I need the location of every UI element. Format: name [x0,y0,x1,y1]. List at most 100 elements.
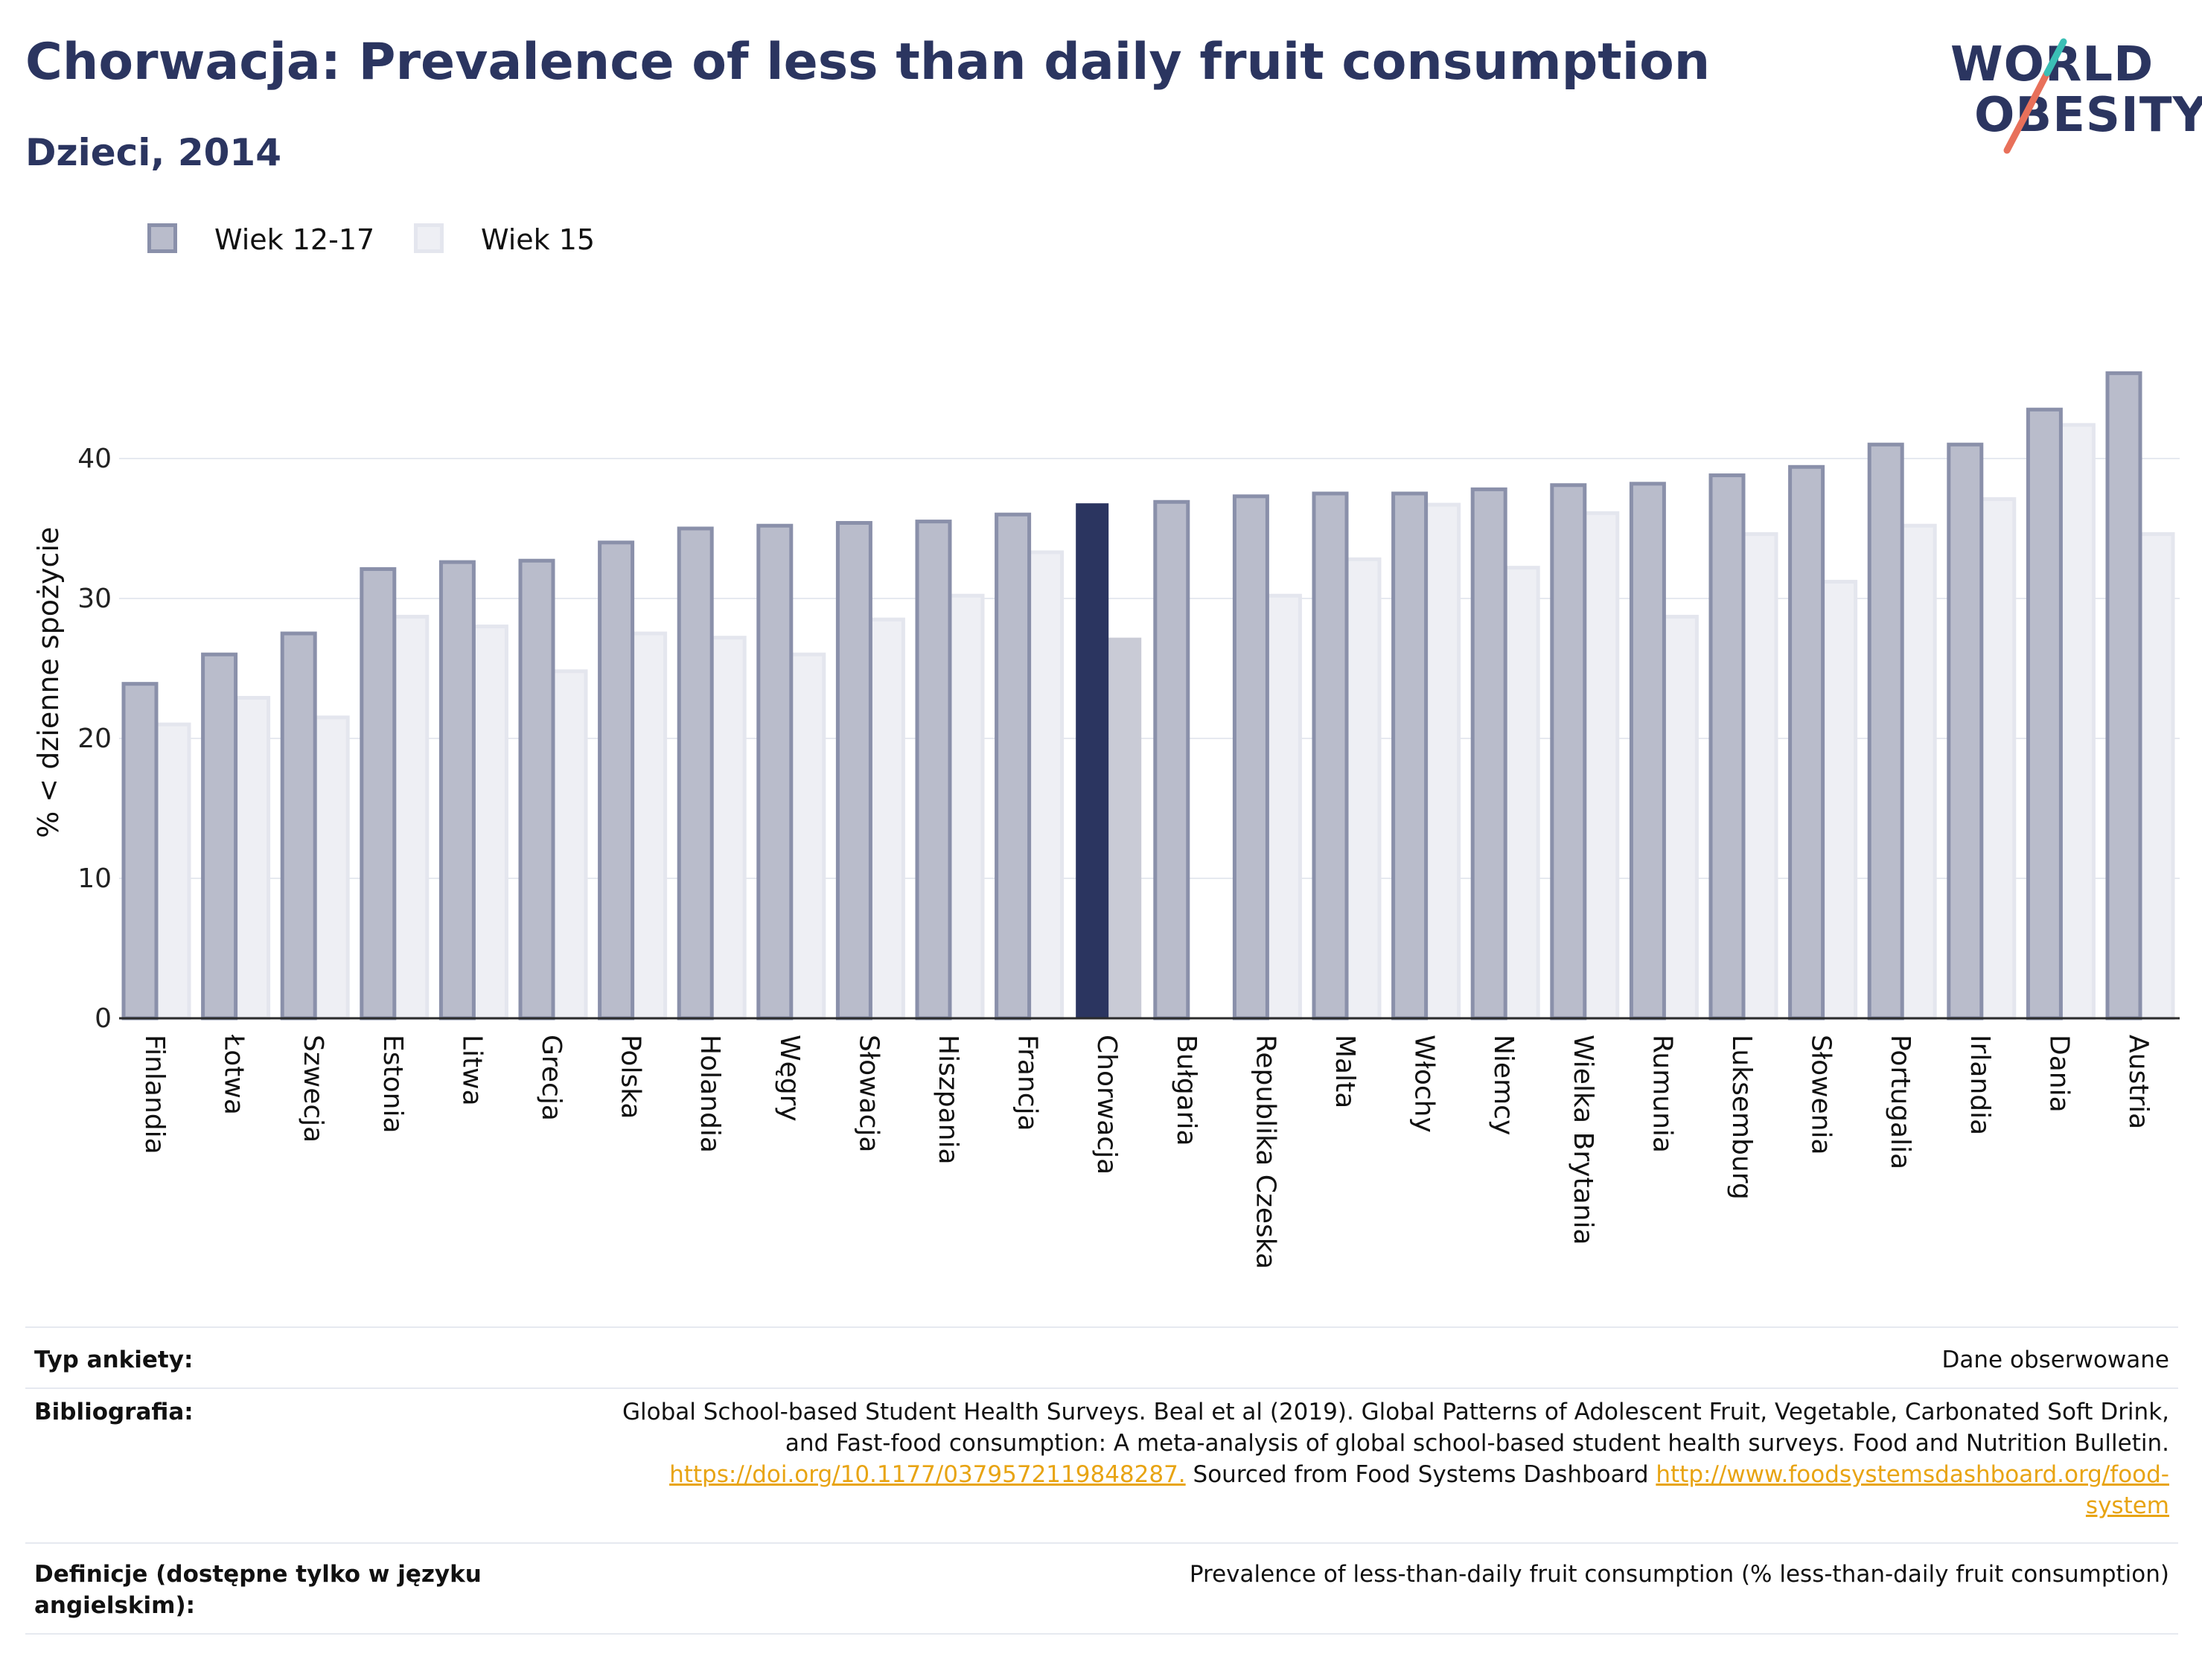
x-tick-label: Chorwacja [1091,1035,1122,1175]
info-row-definitions: Definicje (dostępne tylko w języku angie… [25,1542,2178,1635]
x-tick-label: Portugalia [1885,1035,1915,1169]
y-tick-label: 40 [77,444,112,474]
bar-chart: 0 10 20 30 40 % < dzienne spożycie Finlandia Ło… [32,371,2180,1269]
bar-wiek-12-17 [995,512,1032,1021]
bibliography-line: system [622,1490,2169,1521]
bar-wiek-12-17 [201,652,238,1021]
bar-wiek-12-17 [1232,494,1269,1021]
x-tick-label: Polska [616,1035,646,1119]
x-tick-label: Wielka Brytania [1568,1035,1598,1245]
bar-wiek-15 [1821,579,1858,1021]
info-value: Dane obserwowane [1941,1347,2169,1373]
world-obesity-logo: WORLD OBESITY [1935,22,2202,164]
bar-wiek-15 [551,669,588,1021]
x-tick-label: Słowenia [1806,1035,1836,1155]
x-tick-label: Włochy [1409,1035,1440,1133]
legend-swatch [414,223,444,253]
bar-wiek-15 [1424,502,1461,1021]
x-tick-label: Rumunia [1647,1035,1677,1153]
info-label: Typ ankiety: [34,1347,194,1373]
bar-wiek-15 [1741,532,1778,1021]
x-tick-label: Luksemburg [1726,1035,1757,1200]
bibliography-line: https://doi.org/10.1177/0379572119848287… [622,1459,2169,1490]
bar-wiek-12-17 [1470,487,1507,1021]
page-title: Chorwacja: Prevalence of less than daily… [25,33,1711,92]
info-label-line: angielskim): [34,1592,196,1619]
bar-wiek-12-17 [915,520,952,1021]
x-tick-label: Republika Czeska [1250,1035,1280,1269]
bibliography-line: Global School-based Student Health Surve… [622,1399,2169,1425]
info-label-line: Definicje (dostępne tylko w języku [34,1561,482,1588]
x-tick-label: Estonia [377,1035,408,1134]
info-value: Global School-based Student Health Surve… [622,1396,2169,1521]
bar-wiek-15 [1108,637,1142,1018]
info-table: Typ ankiety: Dane obserwowane Bibliograf… [25,1326,2178,1635]
legend-label: Wiek 12-17 [214,223,375,256]
y-axis-title: % < dzienne spożycie [32,527,65,838]
bar-wiek-15 [709,636,747,1021]
bar-wiek-12-17 [756,523,794,1021]
bar-wiek-12-17 [121,682,159,1021]
bar-wiek-12-17 [360,567,397,1021]
y-tick-label: 0 [95,1003,112,1034]
bar-wiek-15 [154,722,191,1021]
bar-wiek-12-17 [1153,499,1190,1021]
bar-wiek-12-17 [1076,503,1109,1018]
y-tick-label: 20 [77,724,112,754]
doi-link[interactable]: https://doi.org/10.1177/0379572119848287… [669,1461,1186,1488]
bar-wiek-12-17 [1867,442,1904,1021]
x-tick-label: Litwa [456,1035,487,1106]
bar-wiek-15 [1344,557,1382,1021]
bar-wiek-15 [948,593,985,1021]
bar-wiek-15 [631,631,668,1021]
bar-wiek-12-17 [518,558,555,1021]
bar-wiek-12-17 [1391,491,1429,1021]
x-tick-label: Finlandia [139,1035,170,1154]
bar-wiek-15 [868,617,905,1021]
y-tick-label: 10 [77,863,112,894]
bar-wiek-15 [1662,614,1699,1021]
bar-wiek-15 [471,625,508,1021]
bar-wiek-12-17 [1708,473,1746,1021]
legend-label: Wiek 15 [481,223,596,256]
x-tick-label: Irlandia [1965,1035,1995,1135]
x-tick-label: Austria [2123,1035,2154,1129]
bar-wiek-15 [1583,511,1620,1021]
x-tick-label: Łotwa [219,1034,249,1115]
bar-wiek-12-17 [280,631,317,1021]
x-tick-label: Hiszpania [933,1035,963,1165]
bar-wiek-12-17 [598,540,635,1021]
x-tick-label: Słowacja [853,1035,884,1152]
bar-wiek-15 [789,652,826,1021]
bar-wiek-12-17 [2026,407,2063,1021]
dashboard-link-continued[interactable]: system [2085,1492,2169,1519]
page-subtitle: Dzieci, 2014 [25,131,281,174]
x-tick-label: Szwecja [298,1035,328,1143]
bar-wiek-15 [2058,423,2096,1021]
bar-wiek-15 [1979,497,2017,1021]
y-tick-label: 30 [77,584,112,614]
info-label: Bibliografia: [34,1399,194,1425]
legend-swatch [147,223,177,253]
bibliography-line: and Fast-food consumption: A meta-analys… [785,1430,2169,1457]
bar-wiek-15 [392,614,430,1021]
bar-wiek-15 [1503,566,1540,1021]
info-row-survey-type: Typ ankiety: Dane obserwowane [25,1326,2178,1387]
x-tick-label: Dania [2043,1035,2074,1113]
bar-wiek-12-17 [1550,483,1587,1021]
bar-wiek-12-17 [1629,482,1666,1021]
bar-wiek-15 [313,715,350,1021]
bar-wiek-15 [2138,532,2175,1021]
info-row-bibliography: Bibliografia: Global School-based Studen… [25,1387,2178,1542]
x-tick-label: Holandia [695,1035,725,1153]
bar-wiek-12-17 [438,560,476,1021]
dashboard-link[interactable]: http://www.foodsystemsdashboard.org/food… [1656,1461,2169,1488]
bar-wiek-12-17 [1788,464,1825,1021]
bar-wiek-12-17 [2105,371,2142,1021]
bar-wiek-12-17 [835,520,872,1021]
bar-wiek-12-17 [1312,491,1349,1021]
bibliography-text: Sourced from Food Systems Dashboard [1185,1461,1656,1488]
x-tick-label: Niemcy [1488,1035,1519,1135]
bar-wiek-15 [1900,523,1937,1021]
logo-slash-icon [2003,38,2067,154]
